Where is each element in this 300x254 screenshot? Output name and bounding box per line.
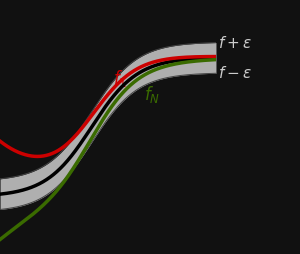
Text: $f_N$: $f_N$ — [144, 84, 160, 105]
Text: $f - \varepsilon$: $f - \varepsilon$ — [218, 65, 251, 81]
Text: $f_1$: $f_1$ — [113, 68, 127, 89]
Text: $f + \varepsilon$: $f + \varepsilon$ — [218, 35, 251, 51]
